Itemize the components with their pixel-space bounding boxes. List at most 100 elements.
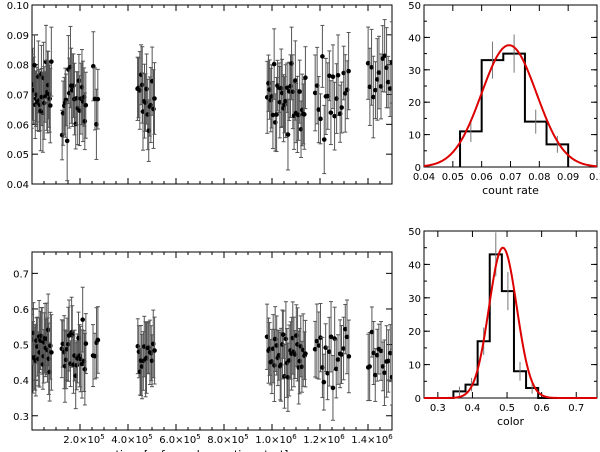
x-tick-mantissa: 4.0 [111, 435, 127, 446]
data-point [346, 68, 351, 74]
data-point [303, 75, 308, 80]
data-point [288, 83, 293, 89]
histogram-outline [441, 253, 563, 399]
data-points [32, 19, 392, 182]
data-point [385, 79, 391, 85]
data-point [80, 317, 85, 322]
data-point [332, 113, 337, 119]
data-point [95, 96, 101, 102]
data-point [312, 90, 318, 96]
y-tick-label: 40 [408, 260, 421, 271]
x-tick-times-ten: ×10 [79, 435, 100, 446]
data-point [318, 116, 323, 122]
data-point [314, 338, 320, 344]
x-tick-label: 0.3 [430, 403, 446, 414]
x-tick-label: 1.0×106 [255, 433, 297, 446]
data-point [49, 59, 54, 64]
x-tick-mantissa: 2.0 [63, 435, 79, 446]
x-tick-label: 0.5 [499, 403, 515, 414]
y-tick-label: 0.09 [7, 31, 29, 42]
x-tick-label: 0.7 [568, 403, 584, 414]
data-point [330, 385, 336, 391]
x-tick-label: 0.1 [589, 172, 600, 183]
data-point [330, 74, 336, 80]
y-tick-label: 0.08 [7, 61, 29, 72]
data-point [301, 112, 307, 117]
x-tick-label: 0.08 [528, 172, 550, 183]
color-histogram: 0 10 20 30 40 50 0.3 0.4 0.5 0.6 0.7 color [408, 227, 598, 428]
x-tick-mantissa: 1.0 [255, 435, 271, 446]
data-point [378, 84, 384, 89]
x-tick-times-ten: ×10 [367, 435, 388, 446]
data-point [76, 78, 82, 83]
x-tick-exponent: 6 [292, 433, 297, 441]
y-tick-label: 0.07 [7, 91, 29, 102]
y-tick-label: 20 [408, 98, 421, 109]
data-point [45, 327, 51, 333]
data-point [372, 372, 378, 378]
data-point [344, 334, 350, 340]
y-tick-label: 10 [408, 361, 421, 372]
y-tick-label: 0.4 [13, 376, 29, 387]
data-point [387, 350, 392, 356]
data-point [152, 96, 157, 101]
data-point [346, 354, 352, 359]
x-tick-times-ten: ×10 [271, 435, 292, 446]
data-point [342, 91, 348, 96]
data-point [378, 348, 384, 354]
x-tick-label: 1.2×106 [303, 433, 345, 446]
data-point [327, 73, 332, 79]
data-point [342, 326, 348, 332]
data-point [339, 352, 344, 357]
data-point [335, 357, 341, 362]
data-point [369, 64, 374, 70]
data-point [274, 112, 279, 117]
y-tick-label: 0.10 [7, 1, 29, 12]
data-point [64, 138, 70, 144]
data-point [316, 107, 321, 112]
data-point [63, 357, 69, 363]
data-point [382, 53, 387, 59]
data-point [59, 132, 65, 138]
data-point [297, 89, 302, 94]
data-point [41, 100, 47, 106]
data-point [335, 72, 341, 78]
data-point [303, 351, 308, 356]
data-point [83, 102, 89, 108]
y-tick-label: 0.06 [7, 120, 29, 131]
data-point [49, 350, 54, 355]
data-point [320, 54, 325, 59]
data-point [71, 83, 76, 88]
data-point [389, 374, 392, 380]
x-tick-exponent: 6 [388, 433, 393, 441]
data-point [152, 348, 157, 353]
data-point [326, 349, 332, 355]
y-tick-label: 20 [408, 327, 421, 338]
data-point [139, 82, 145, 88]
data-point [83, 341, 89, 346]
data-point [321, 137, 327, 142]
x-tick-label: 2.0×105 [63, 433, 104, 446]
y-tick-label: 50 [408, 227, 421, 238]
y-tick-label: 0 [415, 394, 421, 405]
x-axis-label: color [497, 415, 525, 428]
data-point [144, 86, 149, 92]
x-tick-label: 1.4×106 [351, 433, 393, 446]
x-tick-mantissa: 8.0 [207, 435, 223, 446]
data-point [82, 366, 88, 372]
data-point [95, 337, 101, 343]
x-tick-label: 0.05 [442, 172, 464, 183]
x-axis-label: count rate [482, 184, 539, 197]
data-point [339, 105, 344, 110]
x-tick-mantissa: 6.0 [159, 435, 175, 446]
data-point [367, 84, 373, 90]
data-points [32, 286, 392, 421]
data-point [333, 366, 339, 372]
y-tick-label: 30 [408, 294, 421, 305]
data-point [280, 332, 286, 337]
x-tick-exponent: 5 [148, 433, 152, 441]
data-point [325, 370, 330, 376]
data-point [312, 346, 318, 352]
x-tick-label: 4.0×105 [111, 433, 152, 446]
data-point [283, 336, 289, 342]
